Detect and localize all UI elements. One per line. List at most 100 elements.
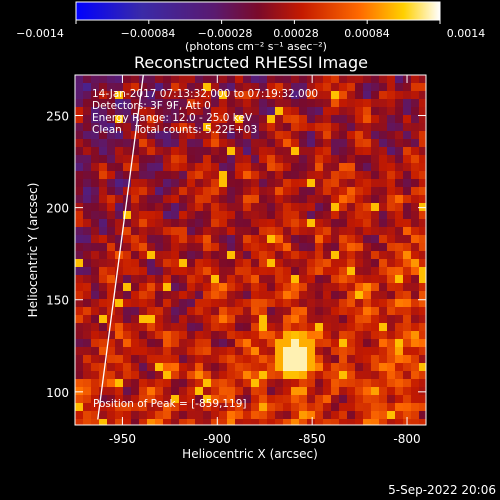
heatmap-cell — [363, 339, 372, 348]
heatmap-cell — [363, 115, 372, 124]
heatmap-cell — [315, 155, 324, 164]
heatmap-cell — [339, 219, 348, 228]
heatmap-cell — [259, 155, 268, 164]
heatmap-cell — [395, 235, 404, 244]
heatmap-cell — [243, 323, 252, 332]
heatmap-cell — [315, 179, 324, 188]
heatmap-cell — [339, 395, 348, 404]
heatmap-cell — [163, 131, 172, 140]
heatmap-cell — [115, 363, 124, 372]
heatmap-cell — [211, 259, 220, 268]
colorbar-tick-label: −0.00028 — [198, 27, 253, 40]
heatmap-cell — [299, 299, 308, 308]
heatmap-cell — [331, 371, 340, 380]
heatmap-cell — [243, 363, 252, 372]
heatmap-cell — [163, 259, 172, 268]
heatmap-cell — [195, 187, 204, 196]
heatmap-cell — [155, 171, 164, 180]
heatmap-cell — [179, 259, 188, 268]
heatmap-cell — [307, 91, 316, 100]
heatmap-cell — [419, 395, 426, 404]
heatmap-cell — [107, 379, 116, 388]
heatmap-cell — [323, 83, 332, 92]
heatmap-cell — [179, 83, 188, 92]
heatmap-cell — [323, 179, 332, 188]
heatmap-cell — [83, 219, 92, 228]
heatmap-cell — [139, 259, 148, 268]
heatmap-cell — [315, 315, 324, 324]
heatmap-cell — [187, 131, 196, 140]
heatmap-cell — [83, 283, 92, 292]
heatmap-cell — [291, 339, 300, 348]
heatmap-cell — [331, 315, 340, 324]
annotation-line: Detectors: 3F 9F, Att 0 — [92, 100, 211, 112]
heatmap-cell — [123, 315, 132, 324]
heatmap-cell — [411, 99, 420, 108]
heatmap-cell — [187, 155, 196, 164]
heatmap-cell — [339, 203, 348, 212]
heatmap-cell — [131, 347, 140, 356]
heatmap-cell — [283, 275, 292, 284]
heatmap-cell — [363, 371, 372, 380]
heatmap-cell — [315, 259, 324, 268]
heatmap-cell — [139, 147, 148, 156]
heatmap-cell — [355, 315, 364, 324]
heatmap-cell — [291, 195, 300, 204]
heatmap-cell — [315, 339, 324, 348]
heatmap-cell — [211, 251, 220, 260]
heatmap-cell — [179, 91, 188, 100]
heatmap-cell — [163, 331, 172, 340]
heatmap-cell — [307, 299, 316, 308]
heatmap-cell — [131, 83, 140, 92]
heatmap-cell — [363, 363, 372, 372]
heatmap-cell — [243, 403, 252, 412]
heatmap-cell — [379, 363, 388, 372]
heatmap-cell — [403, 131, 412, 140]
heatmap-cell — [395, 211, 404, 220]
heatmap-cell — [163, 195, 172, 204]
heatmap-cell — [267, 411, 276, 420]
heatmap-cell — [75, 243, 84, 252]
heatmap-cell — [243, 155, 252, 164]
heatmap-cell — [99, 315, 108, 324]
heatmap-cell — [299, 379, 308, 388]
heatmap-cell — [323, 339, 332, 348]
heatmap-cell — [259, 163, 268, 172]
heatmap-cell — [363, 275, 372, 284]
heatmap-cell — [203, 411, 212, 420]
heatmap-cell — [299, 371, 308, 380]
heatmap-cell — [115, 355, 124, 364]
heatmap-cell — [411, 163, 420, 172]
heatmap-cell — [155, 163, 164, 172]
heatmap-cell — [251, 307, 260, 316]
heatmap-cell — [251, 147, 260, 156]
heatmap-cell — [291, 243, 300, 252]
heatmap-cell — [419, 315, 426, 324]
heatmap-cell — [411, 339, 420, 348]
y-tick-label: 200 — [46, 202, 69, 216]
heatmap-cell — [355, 243, 364, 252]
heatmap-cell — [363, 139, 372, 148]
heatmap-cell — [99, 163, 108, 172]
heatmap-cell — [187, 115, 196, 124]
heatmap-cell — [323, 171, 332, 180]
heatmap-cell — [211, 395, 220, 404]
heatmap-cell — [315, 291, 324, 300]
heatmap-cell — [115, 267, 124, 276]
heatmap-cell — [139, 395, 148, 404]
heatmap-cell — [75, 283, 84, 292]
heatmap-cell — [347, 187, 356, 196]
heatmap-cell — [91, 331, 100, 340]
heatmap-cell — [83, 251, 92, 260]
heatmap-cell — [75, 147, 84, 156]
heatmap-cell — [363, 259, 372, 268]
heatmap-cell — [83, 99, 92, 108]
heatmap-cell — [195, 91, 204, 100]
heatmap-cell — [139, 115, 148, 124]
heatmap-cell — [387, 99, 396, 108]
heatmap-cell — [83, 203, 92, 212]
heatmap-cell — [403, 339, 412, 348]
heatmap-cell — [115, 331, 124, 340]
heatmap-cell — [243, 235, 252, 244]
heatmap-cell — [411, 235, 420, 244]
